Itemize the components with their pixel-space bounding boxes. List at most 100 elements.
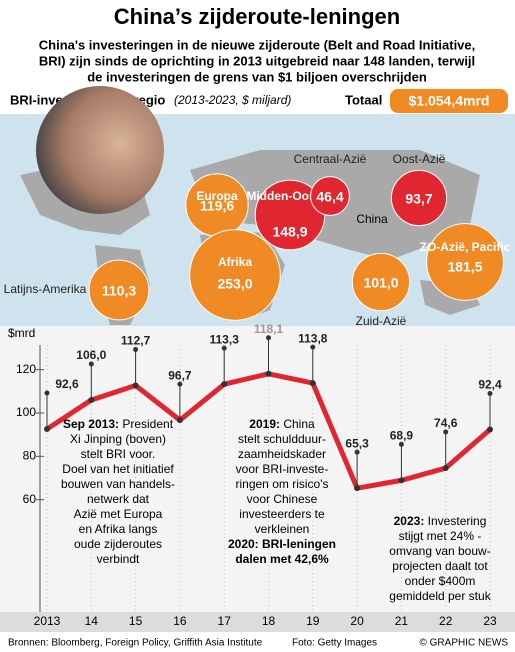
leader-dot xyxy=(443,429,449,435)
region-bubble xyxy=(88,259,150,321)
leader-dot xyxy=(354,449,360,455)
subtitle: BRI) zijn sinds de oprichting in 2013 ui… xyxy=(39,53,475,68)
region-value: 119,6 xyxy=(200,198,234,214)
title: China’s zijderoute-leningen xyxy=(114,4,400,29)
x-tick-label: 14 xyxy=(85,614,99,628)
value-label: 113,8 xyxy=(298,331,328,345)
annotation-text: China xyxy=(283,417,315,431)
y-tick-label: 60 xyxy=(23,492,37,506)
region-name: Afrika xyxy=(218,255,252,269)
point xyxy=(265,370,272,377)
value-label: 106,0 xyxy=(76,348,106,362)
annotation-line: voor BRI-investe- xyxy=(236,462,329,476)
annotation-line: omvang van bouw- xyxy=(389,544,490,558)
annotation-line: voor Chinese xyxy=(247,492,318,506)
annotation-line: ringen om risico's xyxy=(236,477,329,491)
y-tick-label: 100 xyxy=(16,405,36,419)
photo-credit: Foto: Getty Images xyxy=(292,638,377,649)
x-tick-label: 18 xyxy=(262,614,276,628)
annotation-line: Doel van het initiatief xyxy=(62,462,174,476)
point xyxy=(44,426,50,433)
region-name: Centraal-Azië xyxy=(294,152,367,166)
total-label: Totaal xyxy=(345,92,382,107)
annotation-heading: 2023: xyxy=(394,514,425,528)
annotation-heading: Sep 2013: xyxy=(63,417,119,431)
annotation-line: stijgt met 24% - xyxy=(399,529,482,543)
point xyxy=(354,485,361,492)
point xyxy=(132,382,139,389)
value-label: 92,4 xyxy=(478,378,502,392)
annotation-line: stelt BRI voor. xyxy=(81,447,156,461)
annotation-text: President xyxy=(122,417,173,431)
point xyxy=(88,397,95,403)
credit: © GRAPHIC NEWS xyxy=(420,638,509,649)
annotation-line: gemiddeld per stuk xyxy=(389,589,491,603)
annotation-line: 2019: China xyxy=(249,417,315,431)
annotation-line: projecten daalt tot xyxy=(392,559,488,573)
leader-dot xyxy=(221,345,227,351)
annotation-bold-line: dalen met 42,6% xyxy=(235,552,329,566)
annotation-line: zaamheidskader xyxy=(238,447,326,461)
x-tick-label: 23 xyxy=(483,614,497,628)
leader-dot xyxy=(44,390,50,396)
region-bubble xyxy=(351,252,411,312)
value-label: 74,6 xyxy=(434,416,458,430)
leader-dot xyxy=(133,346,139,352)
leader-dot xyxy=(398,441,404,447)
region-value: 253,0 xyxy=(217,276,252,292)
x-tick-label: 2013 xyxy=(34,614,61,628)
annotation-line: verbindt xyxy=(97,552,140,566)
point xyxy=(309,380,316,387)
annotation-line: stelt schuldduur- xyxy=(238,432,326,446)
annotation-line: 2023: Investering xyxy=(394,514,487,528)
x-tick-label: 16 xyxy=(173,614,187,628)
value-label: 92,6 xyxy=(55,377,79,391)
subtitle: China's investeringen in de nieuwe zijde… xyxy=(39,37,476,52)
value-label: 68,9 xyxy=(390,429,414,443)
x-axis-band xyxy=(0,612,515,632)
x-tick-label: 22 xyxy=(439,614,453,628)
region-value: 148,9 xyxy=(272,224,307,240)
annotation-line: Sep 2013: President xyxy=(63,417,174,431)
source: Bronnen: Bloomberg, Foreign Policy, Grif… xyxy=(8,638,263,649)
value-label: 96,7 xyxy=(168,368,192,382)
y-tick-label: 120 xyxy=(16,362,36,376)
y-axis-label: $mrd xyxy=(8,326,35,340)
region-value: 93,7 xyxy=(405,191,432,207)
annotation-line: en Afrika langs xyxy=(79,522,158,536)
region-name: Europa xyxy=(196,189,238,203)
total-box xyxy=(390,89,508,113)
point xyxy=(221,381,228,388)
portrait-photo xyxy=(36,86,164,214)
region-value: 101,0 xyxy=(363,275,398,291)
annotation-line: bouwen van handels- xyxy=(61,477,175,491)
x-tick-label: 20 xyxy=(350,614,364,628)
leader-dot xyxy=(177,381,183,387)
leader-dot xyxy=(266,335,271,341)
map-label: China xyxy=(356,212,388,226)
x-tick-label: 17 xyxy=(218,614,232,628)
region-name: Zuid-Azië xyxy=(356,314,407,328)
annotation-line: Xi Jinping (boven) xyxy=(70,432,166,446)
value-label: 118,1 xyxy=(254,322,284,336)
point xyxy=(176,417,183,424)
annotation-text: Investering xyxy=(428,514,487,528)
value-label: 112,7 xyxy=(121,334,151,348)
x-tick-label: 21 xyxy=(395,614,409,628)
region-value: 46,4 xyxy=(316,189,343,205)
y-tick-label: 80 xyxy=(23,449,37,463)
region-bubble xyxy=(189,229,281,321)
region-name: ZO-Azië, Pacific xyxy=(420,240,511,254)
leader-dot xyxy=(88,361,94,367)
subtitle: de investeringen de grens van $1 biljoen… xyxy=(87,69,427,84)
region-bubble xyxy=(310,176,350,216)
annotation-bold-line: 2020: BRI-leningen xyxy=(228,537,336,551)
x-tick-label: 19 xyxy=(306,614,320,628)
leader-dot xyxy=(487,390,493,396)
region-value: 181,5 xyxy=(447,259,482,275)
point xyxy=(398,477,405,484)
point xyxy=(442,465,449,472)
annotation-line: investeerders te xyxy=(239,507,325,521)
annotation-line: verkleinen xyxy=(255,522,310,536)
